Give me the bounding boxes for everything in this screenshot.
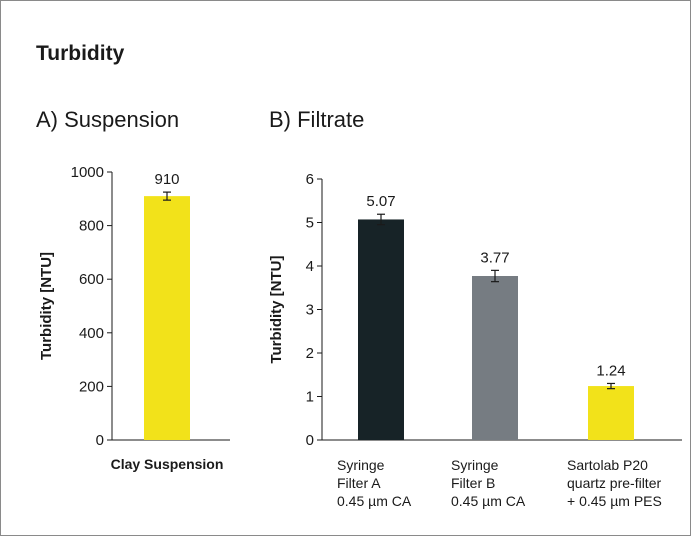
bar — [144, 196, 190, 440]
panel-a: A) Suspension 0 200 400 600 800 1000 Turbidity … — [36, 107, 230, 472]
y-tick-label: 800 — [79, 218, 104, 235]
y-tick-label: 600 — [79, 271, 104, 288]
panel-label-a: A) Suspension — [36, 107, 179, 132]
y-tick-label: 2 — [306, 345, 314, 362]
y-tick-label: 0 — [96, 432, 104, 449]
x-category-label: Syringe — [337, 457, 385, 473]
y-tick-label: 3 — [306, 302, 314, 319]
x-category-label: quartz pre-filter — [567, 475, 661, 491]
y-tick-label: 6 — [306, 171, 314, 188]
x-category-label: Filter B — [451, 475, 495, 491]
x-category-label: Syringe — [451, 457, 499, 473]
y-tick-label: 1000 — [71, 164, 104, 181]
page-title: Turbidity — [36, 42, 125, 65]
y-tick-label: 1 — [306, 389, 314, 406]
y-tick-label: 200 — [79, 378, 104, 395]
data-label: 1.24 — [596, 362, 625, 379]
y-tick-label: 5 — [306, 215, 314, 232]
data-label: 910 — [154, 171, 179, 188]
data-label: 5.07 — [366, 193, 395, 210]
bar — [472, 276, 518, 440]
panel-label-b: B) Filtrate — [269, 107, 364, 132]
y-tick-label: 400 — [79, 325, 104, 342]
x-category-label: Sartolab P20 — [567, 457, 648, 473]
y-tick-label: 4 — [306, 258, 314, 275]
bar — [358, 219, 404, 440]
x-category-label: 0.45 µm CA — [451, 493, 526, 509]
panel-b: B) Filtrate 0 1 2 3 4 5 6 Turbidity [NTU] 5.07 Syr… — [268, 107, 682, 509]
data-label: 3.77 — [480, 249, 509, 266]
x-category-label: Clay Suspension — [111, 456, 224, 472]
x-category-label: Filter A — [337, 475, 381, 491]
y-axis-title: Turbidity [NTU] — [38, 252, 55, 360]
bar — [588, 386, 634, 440]
x-category-label: + 0.45 µm PES — [567, 493, 662, 509]
x-category-label: 0.45 µm CA — [337, 493, 412, 509]
y-tick-label: 0 — [306, 432, 314, 449]
y-axis-title: Turbidity [NTU] — [268, 255, 285, 363]
